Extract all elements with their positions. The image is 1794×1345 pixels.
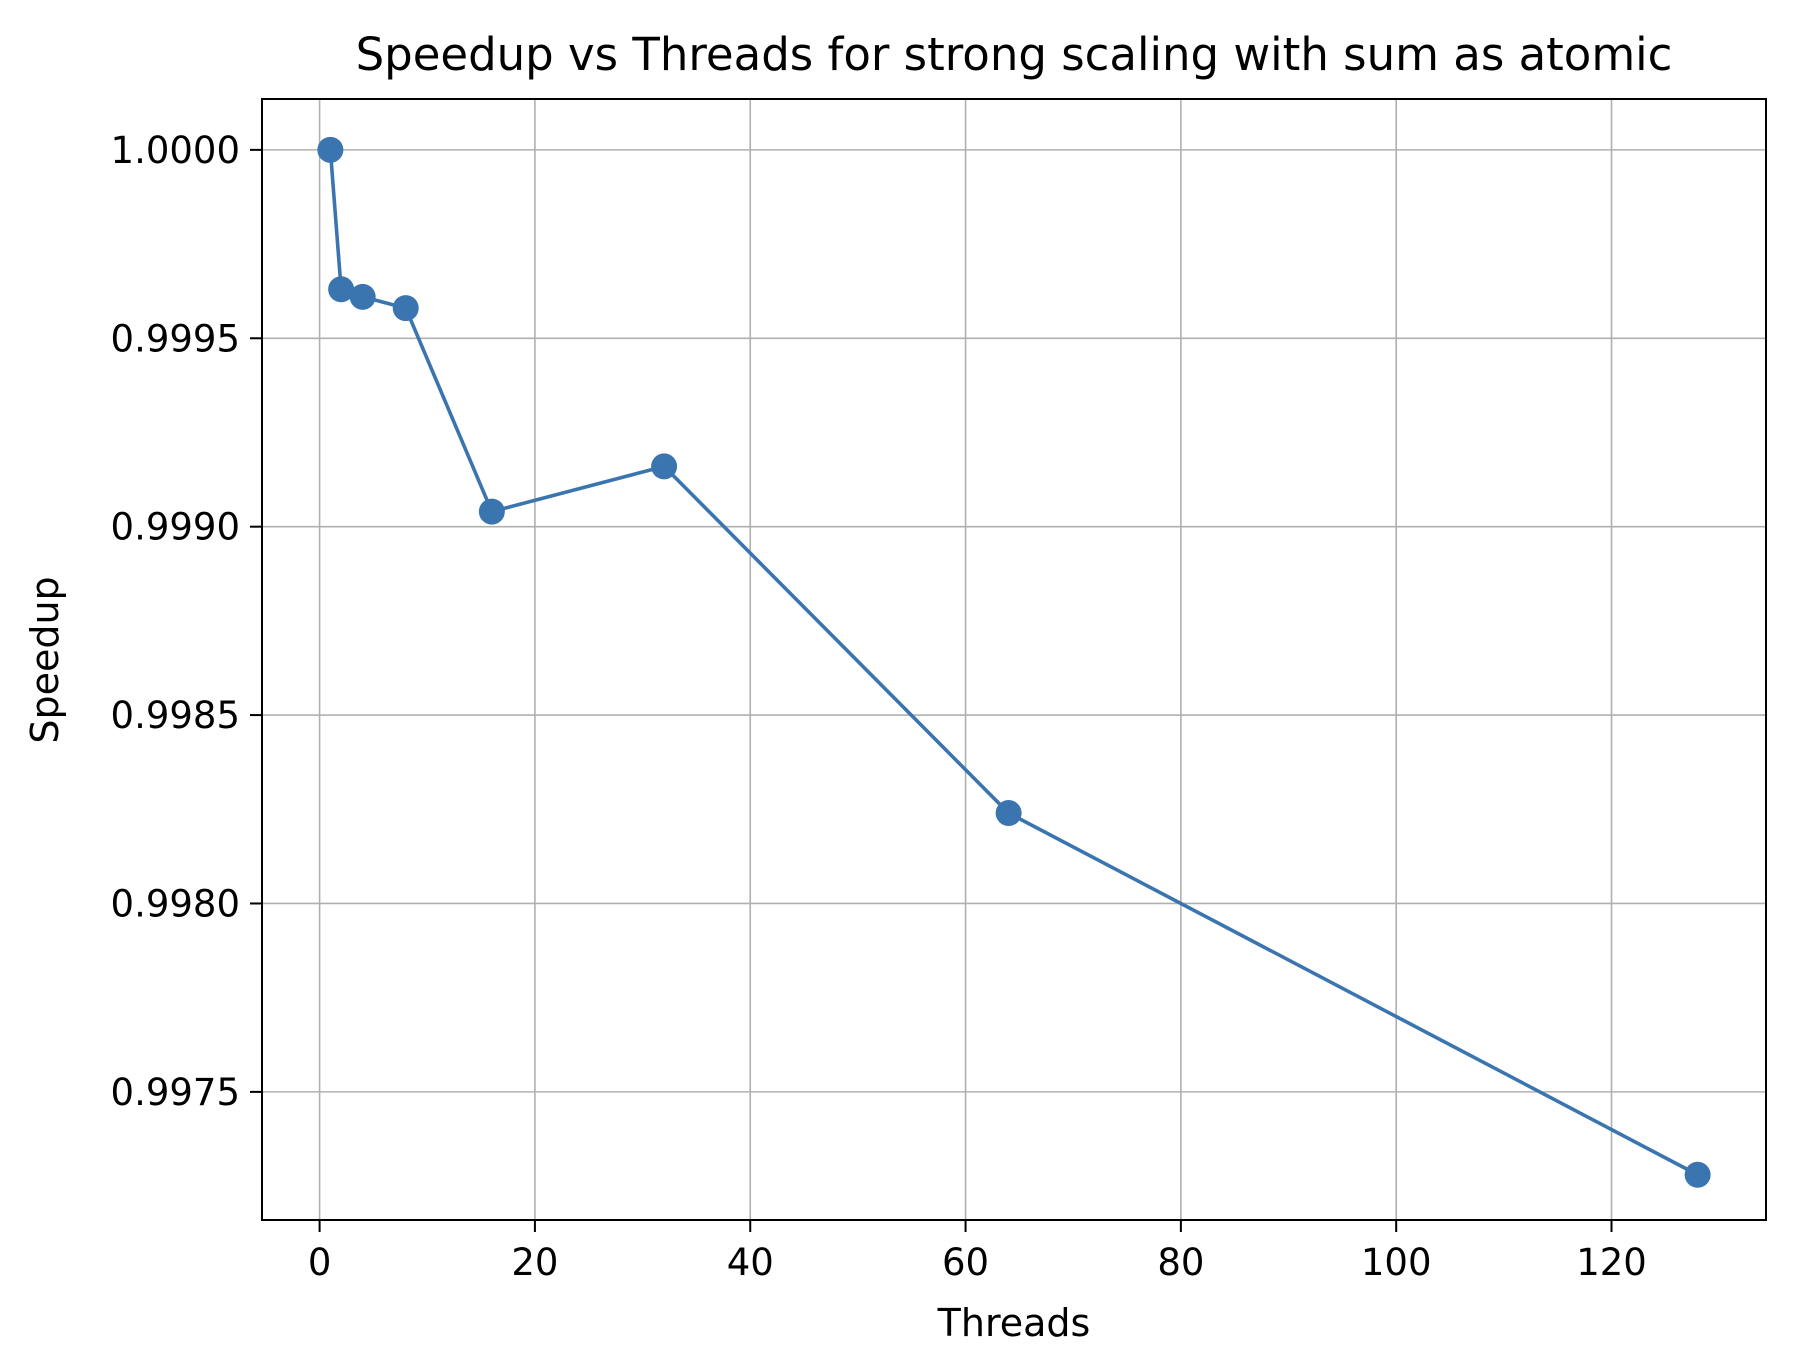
data-point — [1684, 1161, 1711, 1188]
x-tick-label: 40 — [727, 1241, 774, 1284]
y-tick-label: 0.9980 — [111, 882, 240, 925]
grid-lines — [262, 99, 1766, 1220]
y-tick-label: 0.9975 — [111, 1071, 240, 1114]
x-tick-label: 80 — [1157, 1241, 1204, 1284]
y-axis-label: Speedup — [23, 576, 67, 743]
plot-frame — [261, 98, 1767, 1221]
data-point — [317, 136, 344, 163]
y-tick-label: 1.0000 — [111, 129, 240, 172]
y-tick-label: 0.9990 — [111, 506, 240, 549]
data-point — [349, 283, 376, 310]
x-axis-label: Threads — [937, 1301, 1091, 1345]
x-tick-label: 100 — [1361, 1241, 1432, 1284]
y-tick-label: 0.9985 — [111, 694, 240, 737]
series-layer — [317, 136, 1711, 1188]
data-point — [651, 453, 678, 480]
tick-layer: 0 20 40 60 80 100 120 0.9975 0.9980 0.9985 0.9990 0… — [111, 129, 1647, 1284]
data-point — [995, 800, 1022, 827]
x-tick-label: 0 — [308, 1241, 332, 1284]
x-tick-label: 60 — [942, 1241, 989, 1284]
data-point — [392, 295, 419, 322]
chart-title: Speedup vs Threads for strong scaling wi… — [356, 28, 1673, 81]
data-point — [478, 498, 505, 525]
y-tick-label: 0.9995 — [111, 317, 240, 360]
x-tick-label: 120 — [1576, 1241, 1647, 1284]
x-tick-label: 20 — [511, 1241, 558, 1284]
data-point — [328, 276, 355, 303]
